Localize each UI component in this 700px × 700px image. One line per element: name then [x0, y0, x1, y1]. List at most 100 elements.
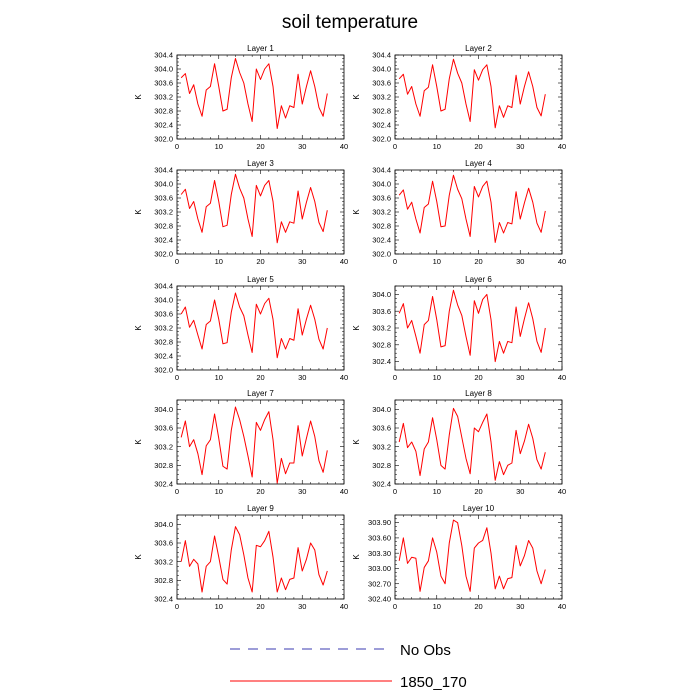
x-tick-label: 10: [215, 487, 223, 496]
x-tick-label: 0: [393, 142, 397, 151]
x-tick-label: 30: [516, 257, 524, 266]
y-tick-label: 302.40: [368, 595, 391, 604]
y-tick-label: 303.2: [372, 93, 391, 102]
series-line-1850-170: [398, 58, 546, 129]
y-tick-label: 302.8: [154, 576, 173, 585]
x-tick-label: 40: [558, 257, 566, 266]
x-tick-label: 40: [340, 257, 348, 266]
figure-title: soil temperature: [282, 12, 418, 33]
y-axis-label: K: [134, 325, 143, 331]
y-tick-label: 302.4: [372, 121, 391, 130]
y-tick-label: 302.4: [154, 595, 173, 604]
y-tick-label: 304.4: [154, 282, 173, 291]
y-tick-label: 302.4: [372, 480, 391, 489]
x-tick-label: 0: [393, 487, 397, 496]
x-tick-label: 20: [474, 257, 482, 266]
y-tick-label: 302.70: [368, 579, 391, 588]
y-tick-label: 303.6: [372, 79, 391, 88]
series-line-1850-170: [398, 407, 546, 481]
y-tick-label: 303.60: [368, 534, 391, 543]
y-axis-label: K: [352, 554, 361, 560]
y-tick-label: 303.2: [154, 93, 173, 102]
panel-layer-6: Layer 6 K 0 10 20 30 40 302.4 302.8 303.2 303.6 304…: [352, 275, 566, 382]
series-line-1850-170: [180, 173, 328, 244]
y-tick-label: 302.0: [154, 135, 173, 144]
x-tick-label: 10: [433, 373, 441, 382]
x-tick-label: 0: [393, 257, 397, 266]
series-line-1850-170: [180, 526, 328, 593]
x-tick-label: 0: [393, 373, 397, 382]
y-tick-label: 304.0: [372, 65, 391, 74]
y-tick-label: 302.4: [372, 236, 391, 245]
y-tick-label: 303.2: [154, 557, 173, 566]
y-tick-label: 302.0: [154, 250, 173, 259]
x-tick-label: 20: [256, 257, 264, 266]
x-tick-label: 30: [298, 373, 306, 382]
panel-title: Layer 8: [465, 389, 492, 398]
series-line-1850-170: [398, 289, 546, 363]
plot-frame: [176, 54, 345, 140]
y-tick-label: 302.8: [154, 338, 173, 347]
x-tick-label: 20: [474, 487, 482, 496]
y-tick-label: 304.0: [372, 405, 391, 414]
x-tick-label: 10: [433, 257, 441, 266]
x-tick-label: 10: [215, 142, 223, 151]
y-axis-label: K: [352, 439, 361, 445]
x-tick-label: 30: [516, 602, 524, 611]
x-tick-label: 40: [340, 487, 348, 496]
y-tick-label: 302.8: [372, 461, 391, 470]
x-tick-label: 20: [474, 142, 482, 151]
x-tick-label: 0: [175, 373, 179, 382]
x-tick-label: 10: [433, 602, 441, 611]
panel-layer-10: Layer 10 K 0 10 20 30 40 302.40 302.70 303.00 303.…: [352, 504, 566, 611]
x-tick-label: 0: [175, 487, 179, 496]
y-tick-label: 304.4: [372, 51, 391, 60]
y-tick-label: 303.6: [372, 194, 391, 203]
y-tick-label: 304.0: [154, 65, 173, 74]
y-tick-label: 303.30: [368, 549, 391, 558]
y-tick-label: 302.0: [154, 366, 173, 375]
panel-layer-2: Layer 2 K 0 10 20 30 40 302.0 302.4 302.8 303.2 303…: [352, 44, 566, 151]
plot-frame: [176, 169, 345, 255]
panel-layer-7: Layer 7 K 0 10 20 30 40 302.4 302.8 303.2 303.6 304…: [134, 389, 348, 496]
y-tick-label: 303.2: [154, 442, 173, 451]
panel-layer-3: Layer 3 K 0 10 20 30 40 302.0 302.4 302.8 303.2 303…: [134, 159, 348, 266]
x-tick-label: 10: [215, 373, 223, 382]
y-tick-label: 304.0: [154, 405, 173, 414]
y-axis-label: K: [134, 94, 143, 100]
series-line-1850-170: [180, 58, 328, 129]
plot-frame: [394, 399, 563, 485]
plot-frame: [176, 514, 345, 600]
y-tick-label: 302.4: [154, 236, 173, 245]
y-tick-label: 303.2: [372, 324, 391, 333]
y-tick-label: 302.8: [154, 107, 173, 116]
y-axis-label: K: [134, 439, 143, 445]
y-tick-label: 303.00: [368, 564, 391, 573]
panel-title: Layer 6: [465, 275, 492, 284]
x-tick-label: 10: [215, 257, 223, 266]
panel-title: Layer 1: [247, 44, 274, 53]
panel-grid: Layer 1K0 10 20 30 40302.0302.4302.8303.2303…: [134, 44, 566, 611]
y-axis-label: K: [352, 94, 361, 100]
y-tick-label: 302.0: [372, 250, 391, 259]
x-tick-label: 0: [393, 602, 397, 611]
x-tick-label: 20: [256, 142, 264, 151]
x-tick-label: 40: [340, 142, 348, 151]
x-tick-label: 30: [516, 487, 524, 496]
x-tick-label: 40: [558, 142, 566, 151]
y-tick-label: 303.2: [372, 208, 391, 217]
x-tick-label: 20: [256, 487, 264, 496]
y-tick-label: 303.2: [372, 442, 391, 451]
x-tick-label: 40: [558, 373, 566, 382]
y-tick-label: 303.2: [154, 324, 173, 333]
y-tick-label: 302.8: [372, 107, 391, 116]
panel-title: Layer 9: [247, 504, 274, 513]
panel-title: Layer 2: [465, 44, 492, 53]
x-tick-label: 30: [298, 487, 306, 496]
x-tick-label: 10: [433, 487, 441, 496]
panel-title: Layer 5: [247, 275, 274, 284]
y-tick-label: 304.4: [154, 51, 173, 60]
x-tick-label: 10: [433, 142, 441, 151]
y-tick-label: 302.4: [154, 121, 173, 130]
y-tick-label: 303.6: [372, 307, 391, 316]
